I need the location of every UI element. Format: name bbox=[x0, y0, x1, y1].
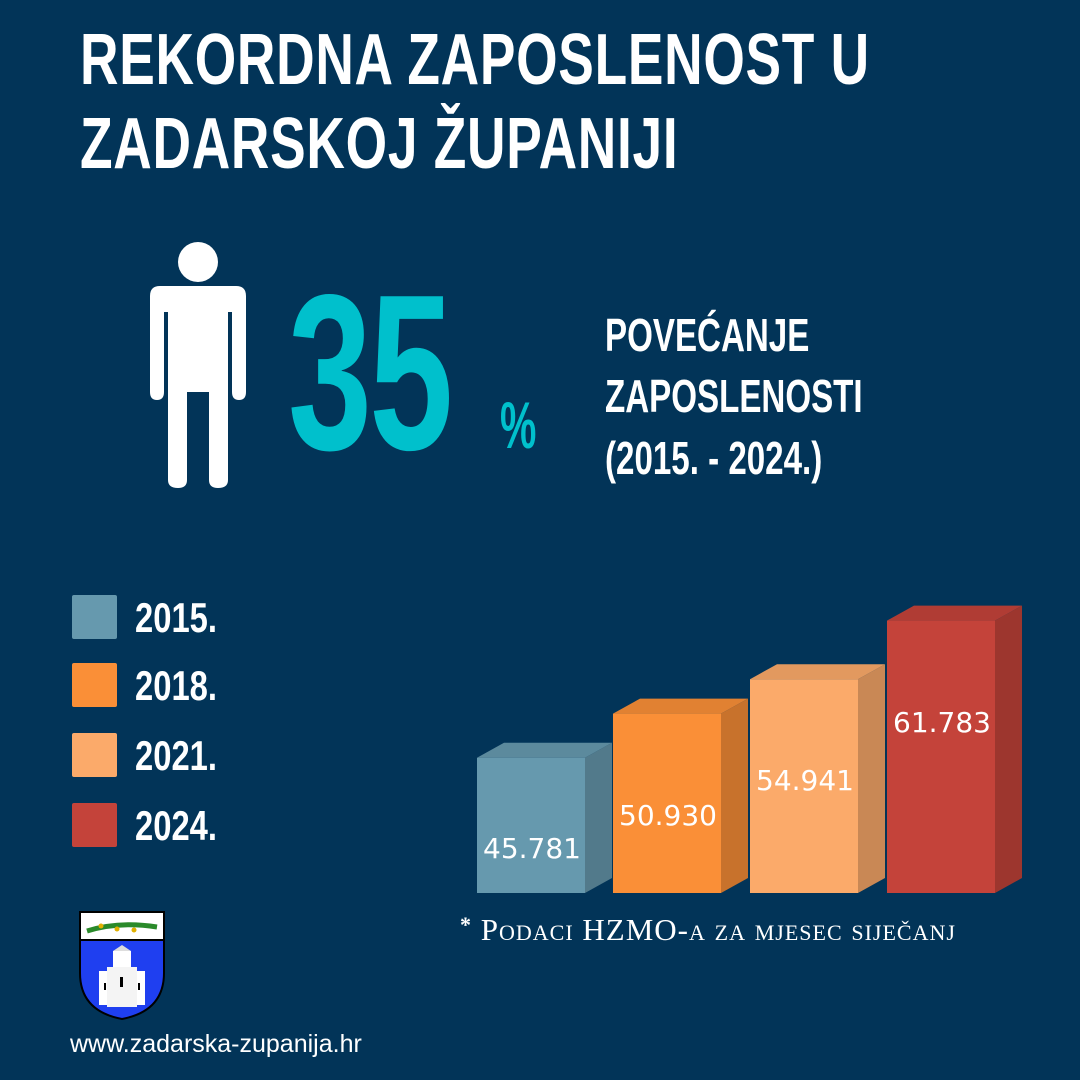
bar-side bbox=[585, 742, 612, 893]
bar-top bbox=[887, 605, 1022, 621]
legend-swatch bbox=[72, 733, 117, 777]
headline-value: 35 bbox=[288, 249, 453, 497]
bar-data-label: 45.781 bbox=[483, 832, 581, 866]
headline-text-1: POVEĆANJE bbox=[605, 309, 810, 361]
bar-data-label: 50.930 bbox=[619, 798, 717, 832]
bar-data-label: 61.783 bbox=[893, 705, 991, 739]
legend-label: 2024. bbox=[135, 802, 217, 849]
headline-text-3: (2015. - 2024.) bbox=[605, 432, 823, 484]
headline-unit: % bbox=[500, 388, 537, 462]
legend-label: 2015. bbox=[135, 594, 217, 641]
legend-swatch bbox=[72, 595, 117, 639]
coat-of-arms-logo bbox=[79, 911, 165, 1021]
bar-2021 bbox=[750, 679, 858, 893]
website-link[interactable]: www.zadarska-zupanija.hr bbox=[70, 1030, 362, 1058]
bar-side bbox=[721, 698, 748, 893]
bar-2024 bbox=[887, 620, 995, 893]
legend-label: 2018. bbox=[135, 662, 217, 709]
footnote: * Podaci HZMO-a za mjesec siječanj bbox=[460, 912, 956, 948]
footnote-asterisk: * bbox=[460, 912, 472, 937]
legend-swatch bbox=[72, 803, 117, 847]
bar-top bbox=[613, 698, 748, 714]
bar-side bbox=[995, 605, 1022, 893]
headline-text-2: ZAPOSLENOSTI bbox=[605, 370, 863, 422]
title-line-1: REKORDNA ZAPOSLENOST U bbox=[80, 20, 870, 100]
bar-side bbox=[858, 664, 885, 893]
title-line-2: ZADARSKOJ ŽUPANIJI bbox=[80, 104, 679, 184]
person-icon bbox=[150, 242, 246, 488]
legend-label: 2021. bbox=[135, 732, 217, 779]
bar-2015 bbox=[477, 757, 585, 893]
legend-swatch bbox=[72, 663, 117, 707]
bar-2018 bbox=[613, 713, 721, 893]
footnote-text: Podaci HZMO-a za mjesec siječanj bbox=[480, 912, 956, 947]
bar-top bbox=[750, 664, 885, 680]
bar-data-label: 54.941 bbox=[756, 764, 854, 798]
bar-top bbox=[477, 742, 612, 758]
